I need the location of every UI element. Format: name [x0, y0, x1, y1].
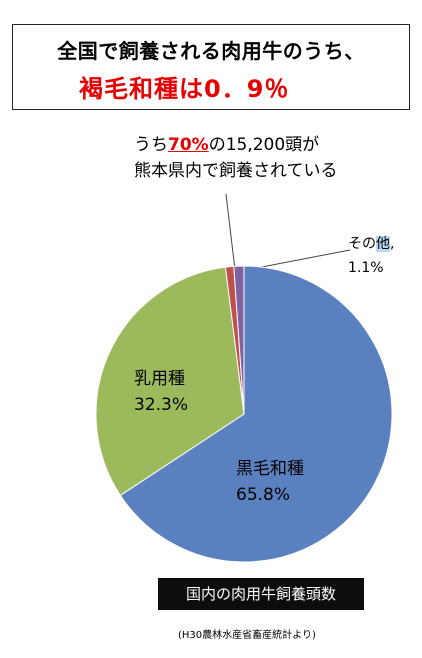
slice-name-kuroge: 黒毛和種	[236, 459, 304, 479]
pie-slice-other	[233, 265, 245, 415]
slice-value-kuroge: 65.8%	[236, 485, 291, 505]
callout-text: うち70%の15,200頭が 熊本県内で飼養されている	[134, 132, 338, 184]
slice-name-other-b: 他	[376, 236, 390, 252]
slice-name-other: その他,	[348, 232, 394, 256]
slice-label-other: その他, 1.1%	[348, 232, 394, 280]
slice-name-dairy: 乳用種	[134, 369, 185, 389]
callout-prefix: うち	[134, 135, 168, 155]
callout-line-2: 熊本県内で飼養されている	[134, 161, 338, 181]
slice-name-other-a: その	[348, 236, 376, 252]
callout-leader-line	[225, 193, 236, 271]
title-box: 全国で飼養される肉用牛のうち、 褐毛和種は0．9％	[12, 24, 410, 110]
slice-name-other-punct: ,	[390, 236, 395, 252]
callout-suffix: の15,200頭が	[208, 135, 320, 155]
pie-slice-dairy	[95, 266, 245, 497]
title-line-2: 褐毛和種は0．9％	[79, 75, 290, 103]
other-leader-line	[245, 249, 351, 271]
callout-highlight: 70%	[168, 135, 209, 155]
slice-label-dairy: 乳用種 32.3%	[134, 366, 188, 418]
pie-slice-kuroge	[119, 265, 393, 563]
source-note: (H30農林水産省畜産統計より)	[178, 630, 316, 641]
chart-caption: 国内の肉用牛飼養頭数	[158, 578, 364, 610]
slice-label-kuroge: 黒毛和種 65.8%	[236, 456, 304, 508]
title-line-1: 全国で飼養される肉用牛のうち、	[57, 39, 365, 63]
slice-value-dairy: 32.3%	[134, 395, 189, 415]
slice-value-other: 1.1%	[348, 260, 384, 276]
callout-line-1: うち70%の15,200頭が	[134, 132, 338, 158]
